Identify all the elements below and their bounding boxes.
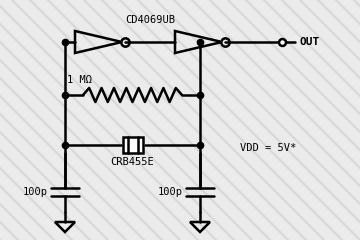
Text: 100p: 100p	[23, 187, 48, 197]
Text: 100p: 100p	[158, 187, 183, 197]
Text: 1 MΩ: 1 MΩ	[67, 75, 92, 85]
Bar	[122, 137, 143, 153]
Text: VDD = 5V*: VDD = 5V*	[240, 143, 296, 153]
Text: OUT: OUT	[300, 37, 320, 47]
Text: CD4069UB: CD4069UB	[125, 15, 175, 25]
Text: CRB455E: CRB455E	[111, 157, 154, 167]
